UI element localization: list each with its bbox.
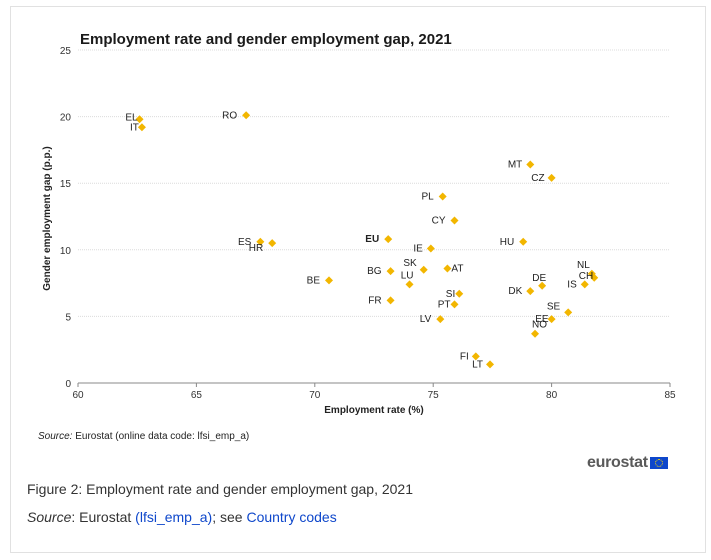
data-point-el xyxy=(135,115,144,124)
data-label-no: NO xyxy=(532,320,547,331)
data-label-lt: LT xyxy=(472,359,483,370)
x-tick-label: 60 xyxy=(72,390,84,401)
data-point-pl xyxy=(438,192,447,201)
data-label-it: IT xyxy=(130,122,139,133)
data-label-ch: CH xyxy=(579,271,593,282)
data-point-es xyxy=(256,237,265,246)
data-point-se xyxy=(564,308,573,317)
data-point-sk xyxy=(419,265,428,274)
data-point-hr xyxy=(268,239,277,248)
data-point-be xyxy=(325,276,334,285)
data-label-es: ES xyxy=(238,237,252,248)
data-label-ie: IE xyxy=(413,243,423,254)
data-label-be: BE xyxy=(307,275,321,286)
x-tick-label: 70 xyxy=(309,390,321,401)
y-axis-label: Gender employment gap (p.p.) xyxy=(42,146,53,290)
data-label-pt: PT xyxy=(438,299,451,310)
y-tick-label: 20 xyxy=(60,113,72,124)
country-codes-link[interactable]: Country codes xyxy=(246,509,337,525)
data-point-de xyxy=(538,281,547,290)
data-label-lu: LU xyxy=(401,270,414,281)
data-point-si xyxy=(455,289,464,298)
data-point-at xyxy=(443,264,452,273)
source-note-text: Eurostat (online data code: lfsi_emp_a) xyxy=(72,431,250,442)
data-point-cy xyxy=(450,216,459,225)
data-point-dk xyxy=(526,287,535,296)
data-label-nl: NL xyxy=(577,260,590,271)
data-point-is xyxy=(580,280,589,289)
source-note: Source: Eurostat (online data code: lfsi… xyxy=(38,431,249,442)
y-tick-label: 0 xyxy=(65,379,71,390)
data-label-hr: HR xyxy=(249,243,263,254)
data-point-lt xyxy=(486,360,495,369)
data-label-fr: FR xyxy=(368,295,381,306)
data-point-no xyxy=(531,329,540,338)
x-tick-label: 65 xyxy=(191,390,203,401)
data-label-de: DE xyxy=(532,273,546,284)
chart-title: Employment rate and gender employment ga… xyxy=(80,31,452,48)
data-label-dk: DK xyxy=(508,286,522,297)
x-tick-label: 85 xyxy=(664,390,676,401)
data-label-mt: MT xyxy=(508,160,522,171)
y-tick-label: 25 xyxy=(60,46,72,57)
data-point-hu xyxy=(519,237,528,246)
data-label-si: SI xyxy=(446,289,455,300)
data-label-is: IS xyxy=(567,279,577,290)
data-point-ro xyxy=(242,111,251,120)
x-tick-label: 80 xyxy=(546,390,558,401)
data-point-it xyxy=(137,123,146,132)
data-label-sk: SK xyxy=(403,258,417,269)
source-line-prefix: Source xyxy=(27,509,72,525)
x-tick-label: 75 xyxy=(428,390,440,401)
y-tick-label: 15 xyxy=(60,179,72,190)
data-point-ee xyxy=(547,315,556,324)
data-label-cy: CY xyxy=(432,215,446,226)
data-label-ee: EE xyxy=(535,314,549,325)
data-point-ch xyxy=(590,273,599,282)
data-label-pl: PL xyxy=(421,192,434,203)
data-point-eu xyxy=(384,235,393,244)
data-label-ro: RO xyxy=(222,110,237,121)
logo-text: eurostat xyxy=(587,454,648,471)
data-label-eu: EU xyxy=(365,234,379,245)
eu-flag-icon xyxy=(649,457,668,469)
data-label-bg: BG xyxy=(367,266,382,277)
data-label-fi: FI xyxy=(460,351,469,362)
data-point-fr xyxy=(386,296,395,305)
data-point-lu xyxy=(405,280,414,289)
data-point-lv xyxy=(436,315,445,324)
y-tick-label: 5 xyxy=(65,312,71,323)
data-point-cz xyxy=(547,173,556,182)
data-point-bg xyxy=(386,267,395,276)
source-line-mid: ; see xyxy=(212,509,247,525)
figure-caption: Figure 2: Employment rate and gender emp… xyxy=(27,481,414,497)
eurostat-logo: eurostat xyxy=(587,454,668,471)
data-label-lv: LV xyxy=(420,314,432,325)
y-tick-label: 10 xyxy=(60,246,72,257)
figure-frame xyxy=(10,6,706,553)
source-line: Source: Eurostat (lfsi_emp_a); see Count… xyxy=(27,509,337,525)
data-label-at: AT xyxy=(451,263,463,274)
data-label-el: EL xyxy=(125,112,138,123)
data-label-hu: HU xyxy=(500,237,514,248)
data-point-ie xyxy=(426,244,435,253)
data-point-pt xyxy=(450,300,459,309)
source-line-sep: : Eurostat xyxy=(71,509,136,525)
data-point-fi xyxy=(471,352,480,361)
x-axis-label: Employment rate (%) xyxy=(324,405,423,416)
source-note-prefix: Source: xyxy=(38,431,73,442)
data-label-se: SE xyxy=(547,301,561,312)
data-point-mt xyxy=(526,160,535,169)
dataset-link[interactable]: (lfsi_emp_a) xyxy=(135,509,213,525)
data-label-cz: CZ xyxy=(531,173,544,184)
